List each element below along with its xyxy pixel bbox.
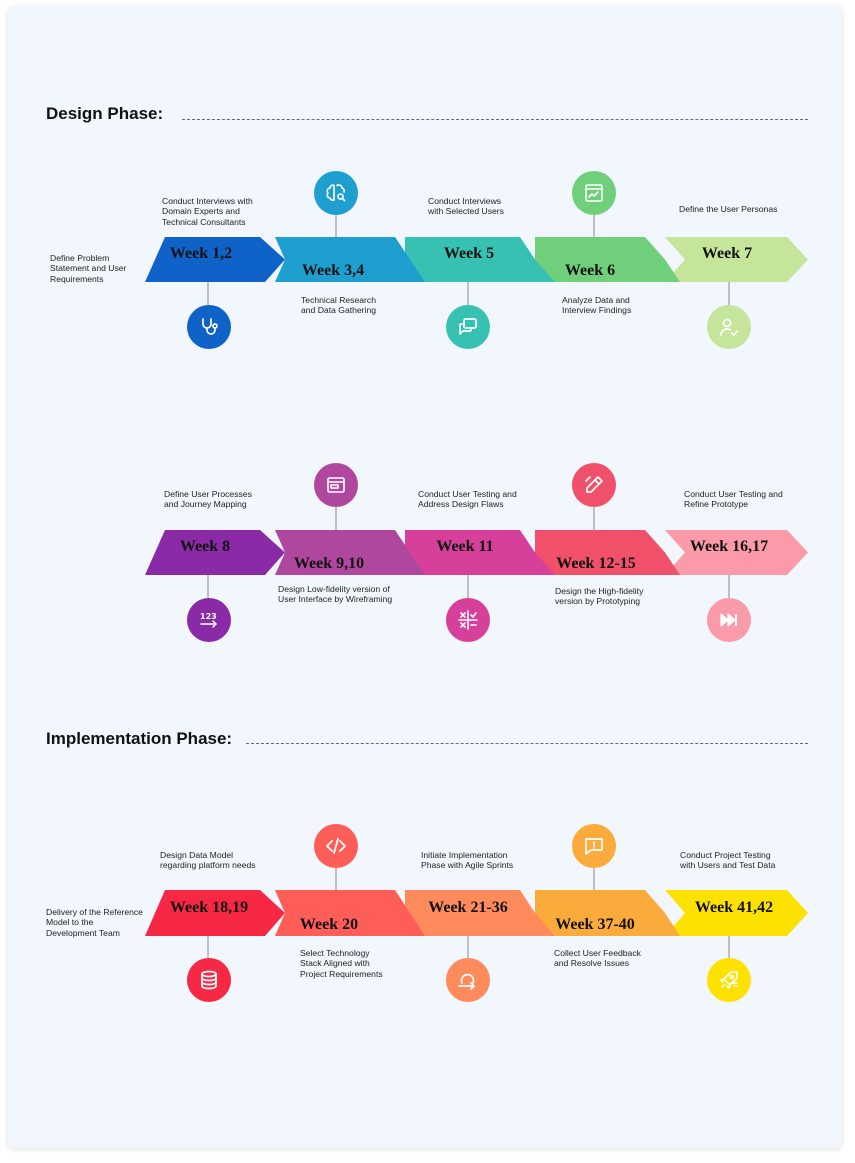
chevron-week-7 [665, 237, 808, 282]
week-label: Week 16,17 [690, 538, 768, 555]
chevron-week-37-40 [535, 890, 680, 936]
svg-text:123: 123 [200, 612, 217, 621]
step-note: Design Low-fidelity version of User Inte… [278, 584, 393, 605]
step-note: Design Data Model regarding platform nee… [160, 850, 256, 871]
chevron-week-12-15 [535, 530, 680, 575]
chevron-week-11 [405, 530, 555, 575]
week-label: Week 5 [444, 245, 494, 262]
implementation-phase-title: Implementation Phase: [46, 729, 233, 748]
chevron-week-16-17 [665, 530, 808, 575]
number-123-icon: 123 [187, 598, 231, 642]
week-label: Week 11 [436, 538, 493, 555]
design-phase-divider [182, 119, 808, 120]
stethoscope-icon [187, 305, 231, 349]
week-label: Week 9,10 [294, 555, 364, 572]
chevron-week-18-19 [145, 890, 285, 936]
step-note: Design the High-fidelity version by Prot… [555, 586, 644, 607]
step-note: Define the User Personas [679, 204, 778, 214]
week-label: Week 6 [565, 262, 615, 279]
sprint-cycle-icon [446, 958, 490, 1002]
step-note: Conduct Interviews with Domain Experts a… [162, 196, 253, 227]
chevron-week-20 [275, 890, 425, 936]
week-label: Week 3,4 [302, 262, 364, 279]
week-label: Week 41,42 [695, 899, 773, 916]
database-icon [187, 958, 231, 1002]
rocket-icon [707, 958, 751, 1002]
brain-search-icon [314, 171, 358, 215]
design-phase-title: Design Phase: [46, 104, 164, 123]
week-label: Week 18,19 [170, 899, 248, 916]
week-label: Week 8 [180, 538, 230, 555]
chevron-week-9-10 [275, 530, 425, 575]
user-check-icon [707, 305, 751, 349]
step-note: Initiate Implementation Phase with Agile… [421, 850, 514, 871]
step-note: Conduct Project Testing with Users and T… [680, 850, 776, 871]
week-label: Week 7 [702, 245, 752, 262]
fast-forward-icon [707, 598, 751, 642]
pen-edit-icon [572, 463, 616, 507]
chevron-week-5 [405, 237, 555, 282]
step-note: Delivery of the Reference Model to the D… [46, 907, 143, 938]
chevron-week-6 [535, 237, 680, 282]
timeline-row-2: Week 8 Week 9,10 Week 11 Week 12-15 Week… [145, 505, 808, 598]
step-note: Conduct User Testing and Address Design … [418, 489, 517, 510]
chevron-week-41-42 [665, 890, 808, 936]
chevron-week-21-36 [405, 890, 555, 936]
chevron-week-8 [145, 530, 285, 575]
step-note: Collect User Feedback and Resolve Issues [554, 948, 641, 969]
week-label: Week 37-40 [555, 916, 635, 933]
code-icon [314, 824, 358, 868]
feedback-alert-icon [572, 824, 616, 868]
step-note: Define Problem Statement and User Requir… [50, 253, 127, 284]
week-label: Week 20 [300, 916, 358, 933]
timeline-row-1: Week 1,2 Week 3,4 Week 5 Week 6 Week 7 [145, 212, 808, 305]
step-note: Technical Research and Data Gathering [301, 295, 377, 316]
chat-icon [446, 305, 490, 349]
timeline-row-3: Week 18,19 Week 20 Week 21-36 Week 37-40… [145, 866, 808, 958]
chevron-week-1-2 [145, 237, 285, 282]
step-note: Define User Processes and Journey Mappin… [164, 489, 252, 510]
week-label: Week 12-15 [556, 555, 636, 572]
step-note: Analyze Data and Interview Findings [562, 295, 632, 316]
step-note: Conduct User Testing and Refine Prototyp… [684, 489, 783, 510]
test-grid-icon [446, 598, 490, 642]
wireframe-window-icon [314, 463, 358, 507]
step-note: Conduct Interviews with Selected Users [428, 196, 504, 217]
week-label: Week 21-36 [428, 899, 508, 916]
week-label: Week 1,2 [170, 245, 232, 262]
step-note: Select Technology Stack Aligned with Pro… [300, 948, 383, 979]
implementation-phase-divider [246, 743, 808, 744]
analytics-window-icon [572, 171, 616, 215]
infographic-card [8, 6, 842, 1148]
chevron-week-3-4 [275, 237, 425, 282]
